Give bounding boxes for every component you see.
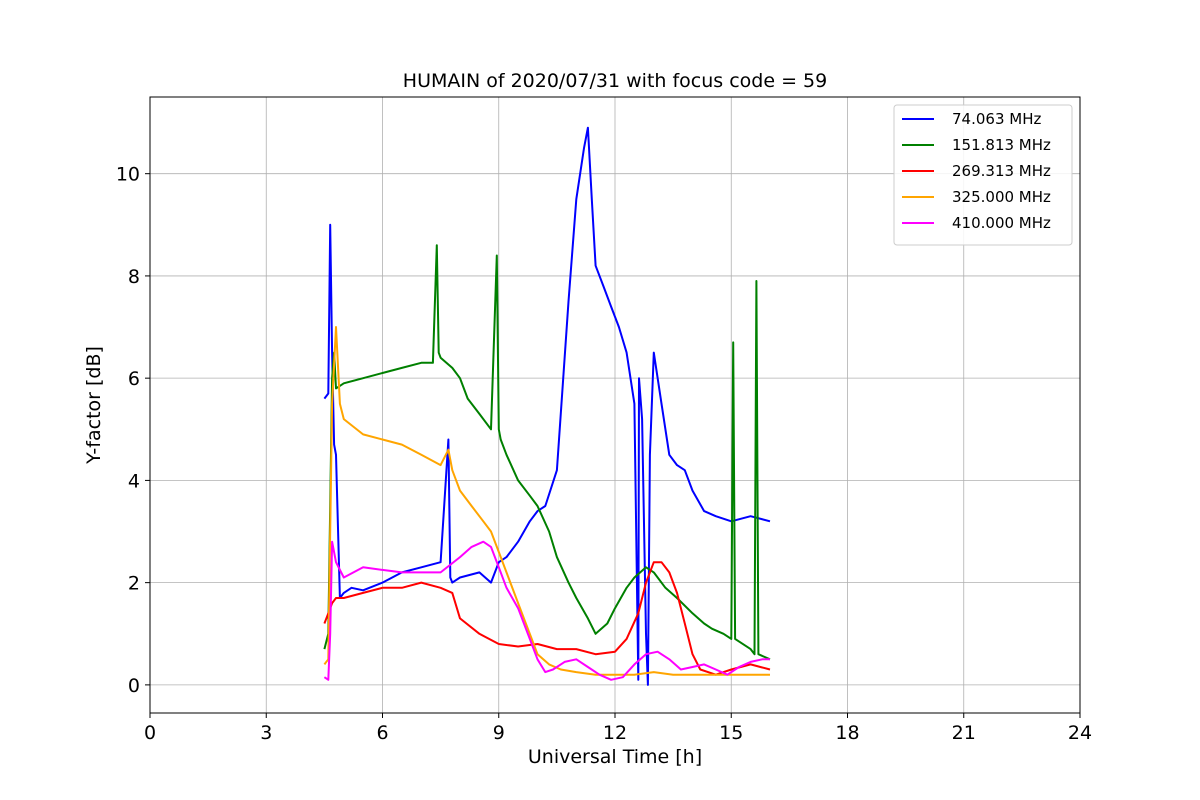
x-tick-label: 18 [835,722,859,744]
x-tick-label: 21 [952,722,976,744]
x-tick-label: 9 [493,722,505,744]
series-lines [323,126,771,686]
legend-label: 325.000 MHz [952,188,1051,206]
series-line-1 [323,126,771,686]
legend-box [893,104,1073,246]
series-line-3 [323,561,771,676]
legend: 74.063 MHz 151.813 MHz 269.313 MHz 325.000 … [893,104,1073,246]
y-axis-title: Y-factor [dB] [83,346,105,465]
legend-label: 151.813 MHz [952,136,1051,154]
x-tick-label: 24 [1068,722,1092,744]
y-tick-label: 2 [128,573,140,595]
y-tick-label: 6 [128,368,140,390]
x-tick-label: 12 [603,722,627,744]
legend-label: 410.000 MHz [952,214,1051,232]
y-tick-label: 10 [116,164,140,186]
series-line-5 [323,540,770,681]
y-tick-label: 4 [128,470,140,492]
x-tick-label: 15 [719,722,743,744]
grid [149,97,1081,713]
chart-title: HUMAIN of 2020/07/31 with focus code = 5… [403,70,827,92]
legend-label: 269.313 MHz [952,162,1051,180]
y-tick-label: 0 [128,675,140,697]
legend-label: 74.063 MHz [952,110,1041,128]
x-tick-label: 0 [144,722,156,744]
y-tick-label: 8 [128,266,140,288]
x-tick-label: 3 [260,722,272,744]
x-tick-label: 6 [376,722,388,744]
x-axis-title: Universal Time [h] [528,746,702,768]
series-line-2 [323,244,771,661]
series-line-4 [323,326,770,676]
